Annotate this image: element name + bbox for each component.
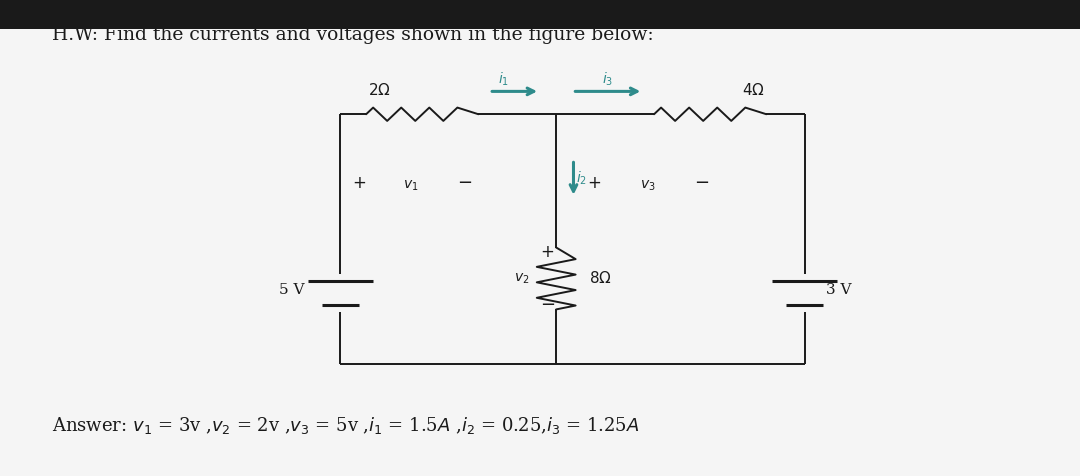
Text: 3 V: 3 V xyxy=(826,283,852,298)
Text: $i_2$: $i_2$ xyxy=(576,170,586,187)
Text: $i_3$: $i_3$ xyxy=(603,70,613,88)
Text: $v_1$: $v_1$ xyxy=(403,178,418,193)
Text: +: + xyxy=(541,243,554,261)
Text: −: − xyxy=(457,174,472,192)
Text: $2\Omega$: $2\Omega$ xyxy=(367,81,391,98)
Text: H.W: Find the currents and voltages shown in the figure below:: H.W: Find the currents and voltages show… xyxy=(52,26,653,44)
Text: $v_2$: $v_2$ xyxy=(514,271,529,286)
Text: $i_1$: $i_1$ xyxy=(498,70,510,88)
Text: Answer: $v_1$ = 3v ,$v_2$ = 2v ,$v_3$ = 5v ,$i_1$ = 1.5$A$ ,$i_2$ = 0.25,$i_3$ =: Answer: $v_1$ = 3v ,$v_2$ = 2v ,$v_3$ = … xyxy=(52,415,639,436)
Text: −: − xyxy=(694,174,710,192)
Text: $v_3$: $v_3$ xyxy=(640,178,656,193)
Text: +: + xyxy=(588,174,600,192)
Text: +: + xyxy=(353,174,366,192)
Text: $8\Omega$: $8\Omega$ xyxy=(589,270,611,287)
Text: $4\Omega$: $4\Omega$ xyxy=(742,81,765,98)
Text: −: − xyxy=(540,296,555,314)
Text: 5 V: 5 V xyxy=(279,283,305,298)
